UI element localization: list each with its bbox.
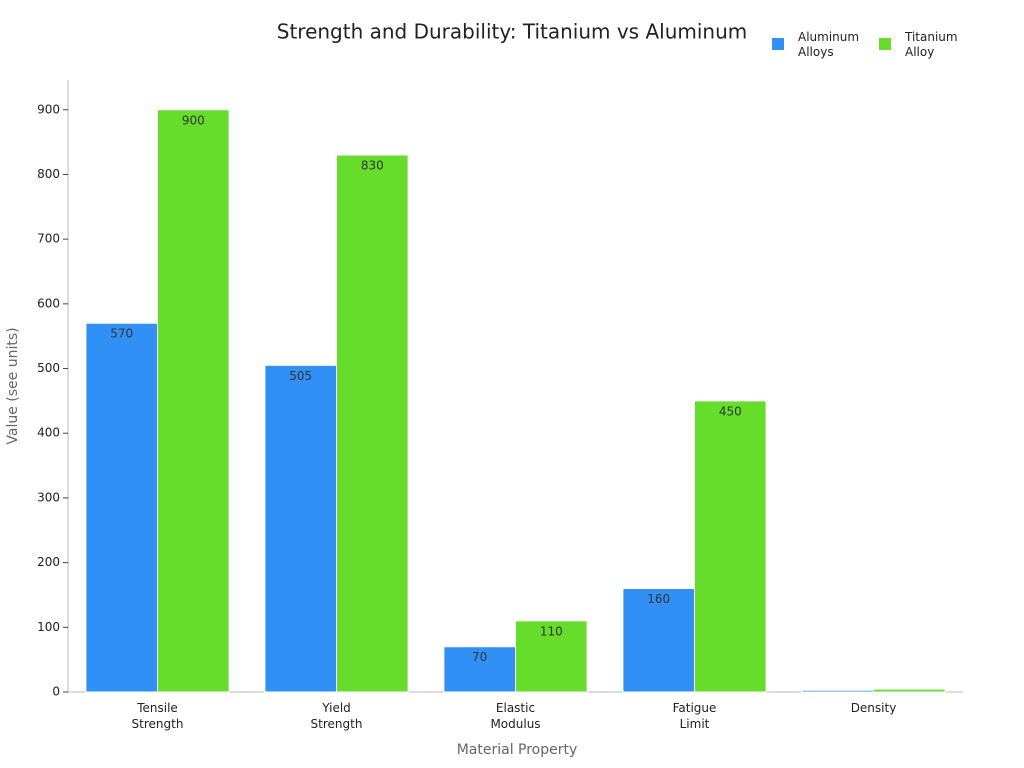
y-tick-label: 800	[37, 167, 60, 181]
value-label: 570	[110, 327, 133, 341]
bar	[694, 400, 767, 693]
legend-label: Titanium Alloy	[905, 30, 958, 59]
bar	[801, 689, 875, 693]
x-axis-label: Material Property	[457, 742, 578, 758]
value-label: 450	[719, 404, 742, 418]
chart-title: Strength and Durability: Titanium vs Alu…	[277, 20, 748, 44]
bar	[622, 587, 696, 693]
bar	[336, 154, 409, 693]
y-tick-label: 300	[37, 490, 60, 504]
bar	[264, 364, 337, 693]
x-tick-label: Yield Strength	[310, 701, 363, 731]
y-tick-label: 900	[37, 102, 60, 116]
bar	[443, 646, 516, 693]
bar	[157, 109, 230, 693]
y-tick-label: 200	[37, 555, 60, 569]
x-tick-label: Fatigue Limit	[672, 701, 717, 731]
value-label: 70	[472, 650, 487, 664]
bar	[515, 620, 588, 693]
legend-label: Aluminum Alloys	[798, 30, 860, 59]
y-tick-label: 100	[37, 620, 60, 634]
y-tick-label: 400	[37, 426, 60, 440]
x-tick-label: Elastic Modulus	[490, 701, 541, 731]
y-tick-label: 700	[37, 232, 60, 246]
value-label: 160	[647, 592, 670, 606]
y-tick-label: 500	[37, 361, 60, 375]
value-label: 505	[289, 369, 312, 383]
value-label: 900	[182, 113, 205, 127]
legend-swatch	[879, 38, 891, 50]
bar	[873, 688, 946, 693]
y-tick-label: 0	[52, 685, 60, 699]
legend-swatch	[772, 38, 784, 50]
bar	[85, 322, 158, 693]
x-tick-label: Tensile Strength	[131, 701, 184, 731]
value-label: 110	[540, 624, 563, 638]
x-tick-label: Density	[850, 701, 897, 715]
value-label: 830	[361, 159, 384, 173]
y-tick-label: 600	[37, 296, 60, 310]
y-axis-label: Value (see units)	[5, 327, 21, 444]
